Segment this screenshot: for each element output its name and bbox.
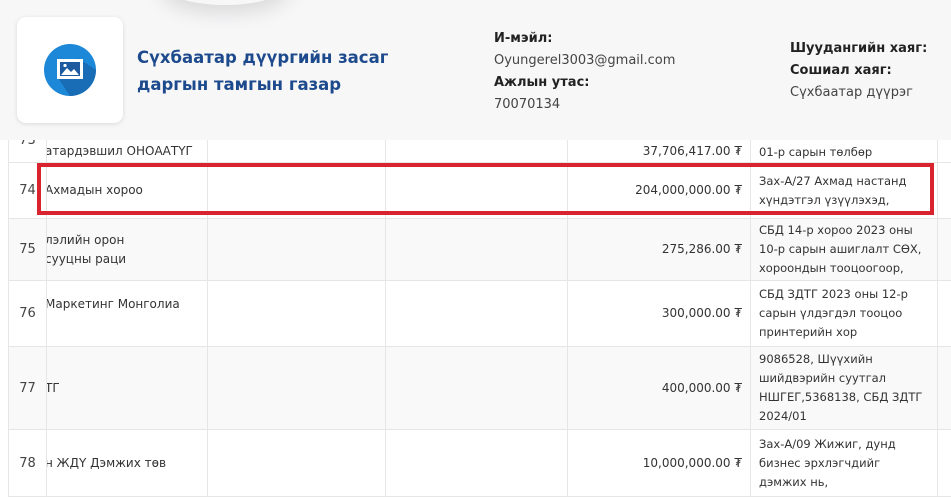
- image-icon: [44, 44, 96, 96]
- amount: 204,000,000.00 ₮: [567, 163, 750, 218]
- phone-label: Ажлын утас:: [494, 75, 590, 90]
- recipient-name: атардэвшил ОНОААТҮГ: [46, 143, 193, 158]
- amount: 275,286.00 ₮: [567, 219, 750, 280]
- description: Зах-А/27 Ахмад настанд хүндэтгэл үзүүлэх…: [750, 163, 937, 218]
- social-value[interactable]: Сүхбаатар дүүрэг: [790, 85, 913, 100]
- recipient-name: Маркетинг Монголиа: [46, 297, 180, 311]
- row-number: 76: [8, 281, 46, 346]
- table-row: 75 лэлийн орон сууцны раци 275,286.00 ₮ …: [8, 219, 951, 281]
- row-number: 75: [8, 219, 46, 280]
- org-header: Сүхбаатар дүүргийн засаг даргын тамгын г…: [0, 0, 951, 140]
- description: СБД ЗДТГ 2023 оны 12-р сарын үлдэгдэл то…: [750, 281, 937, 346]
- recipient-name: н ЖДҮ Дэмжих төв: [46, 455, 167, 470]
- row-number: 78: [8, 430, 46, 496]
- mail-address-label: Шуудангийн хаяг:: [790, 41, 928, 56]
- description: 01-р сарын төлбөр: [750, 118, 937, 162]
- table-row: 74 Ахмадын хороо 204,000,000.00 ₮ Зах-А/…: [8, 163, 951, 219]
- table-row: 76 Маркетинг Монголиа 300,000.00 ₮ СБД З…: [8, 281, 951, 347]
- contact-info: И-мэйл: Oyungerel3003@gmail.com Ажлын ут…: [494, 28, 675, 116]
- recipient-name: лэлийн орон сууцны раци: [46, 232, 127, 266]
- highlight-box: [37, 163, 934, 215]
- phone-value: 70070134: [494, 97, 561, 112]
- description: СБД 14-р хороо 2023 оны 10-р сарын ашигл…: [750, 219, 937, 280]
- recipient-name: Ахмадын хороо: [46, 183, 143, 197]
- description: Зах-А/09 Жижиг, дунд бизнес эрхлэгчдийг …: [750, 430, 937, 496]
- row-number: 77: [8, 347, 46, 429]
- table-row: 78 н ЖДҮ Дэмжих төв 10,000,000.00 ₮ Зах-…: [8, 430, 951, 497]
- table-row: 73 атардэвшил ОНОААТҮГ 37,706,417.00 ₮ 0…: [8, 118, 951, 163]
- recipient-name: ТГ: [46, 380, 60, 395]
- description: 9086528, Шүүхийн шийдвэрийн суутгал НШГЕ…: [750, 347, 937, 429]
- address-info: Шуудангийн хаяг: Сошиал хаяг: Сүхбаатар …: [790, 38, 927, 104]
- org-name: Сүхбаатар дүүргийн засаг даргын тамгын г…: [137, 48, 389, 94]
- amount: 37,706,417.00 ₮: [567, 118, 750, 162]
- amount: 400,000.00 ₮: [567, 347, 750, 429]
- org-logo: [17, 17, 123, 123]
- social-label: Сошиал хаяг:: [790, 63, 892, 78]
- amount: 10,000,000.00 ₮: [567, 430, 750, 496]
- table-row: 77 ТГ 400,000.00 ₮ 9086528, Шүүхийн шийд…: [8, 347, 951, 430]
- email-label: И-мэйл:: [494, 31, 553, 46]
- email-value[interactable]: Oyungerel3003@gmail.com: [494, 53, 676, 68]
- amount: 300,000.00 ₮: [567, 281, 750, 346]
